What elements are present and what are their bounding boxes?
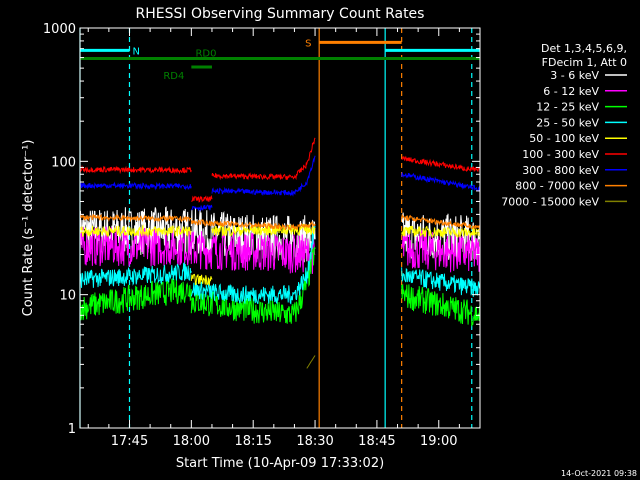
y-tick-label: 1000 — [43, 22, 76, 37]
y-tick-label: 10 — [59, 289, 76, 304]
legend-entry-label: 6 - 12 keV — [543, 85, 599, 98]
legend: Det 1,3,4,5,6,9,FDecim 1, Att 03 - 6 keV… — [501, 42, 627, 208]
series-4 — [79, 223, 481, 286]
series-8-segment-0 — [306, 355, 316, 369]
legend-entry-label: 100 - 300 keV — [522, 148, 599, 161]
chart-title: RHESSI Observing Summary Count Rates — [136, 6, 425, 22]
annotation-label-3: RD0 — [195, 49, 216, 60]
footer-timestamp: 14-Oct-2021 09:38 — [561, 469, 637, 478]
series-5-segment-0 — [79, 164, 192, 175]
x-tick-label: 18:45 — [358, 434, 395, 449]
y-axis: 1 10 100 1000 — [43, 22, 480, 437]
x-tick-label: 18:15 — [234, 434, 271, 449]
legend-header-line: Det 1,3,4,5,6,9, — [541, 42, 627, 55]
annotation-label-2: S — [305, 38, 311, 49]
series-4-segment-0 — [79, 224, 192, 238]
series-8 — [306, 355, 316, 369]
series-6-segment-1 — [191, 204, 213, 212]
series-7-segment-2 — [401, 213, 481, 230]
series-6 — [79, 155, 481, 212]
series-4-segment-3 — [401, 225, 481, 239]
series-1-segment-2 — [401, 229, 481, 273]
annotation-label-4: RD4 — [163, 71, 184, 82]
legend-entry-label: 12 - 25 keV — [536, 101, 599, 114]
annotation-label-0: N — [132, 46, 139, 57]
series-3 — [79, 225, 481, 305]
y-axis-label: Count Rate (s⁻¹ detector⁻¹) — [21, 140, 36, 317]
legend-entry-label: 800 - 7000 keV — [515, 180, 599, 193]
x-tick-label: 19:00 — [420, 434, 457, 449]
x-axis: 17:45 18:00 18:15 18:30 18:45 19:00 — [87, 28, 481, 449]
series-5-segment-2 — [211, 137, 316, 181]
legend-header-line: FDecim 1, Att 0 — [542, 56, 627, 69]
series-7 — [79, 213, 481, 231]
series-5 — [79, 137, 481, 203]
series-3-segment-2 — [401, 267, 481, 297]
x-axis-label: Start Time (10-Apr-09 17:33:02) — [176, 456, 384, 471]
series-3-segment-0 — [79, 261, 192, 288]
series-6-segment-3 — [401, 172, 481, 192]
series-5-segment-3 — [401, 155, 481, 173]
legend-entry-label: 25 - 50 keV — [536, 116, 599, 129]
series-6-segment-0 — [79, 181, 192, 191]
series-2-segment-0 — [79, 277, 192, 321]
legend-entry-label: 50 - 100 keV — [529, 132, 599, 145]
series-3-segment-1 — [190, 225, 316, 305]
legend-entry-label: 300 - 800 keV — [522, 164, 599, 177]
series-6-segment-2 — [211, 155, 316, 197]
plot-frame — [79, 27, 481, 429]
y-tick-label: 100 — [51, 155, 76, 170]
x-tick-label: 18:30 — [296, 434, 333, 449]
plot-area: N S RD0 RD4 — [79, 28, 481, 428]
series-2-segment-2 — [401, 284, 481, 327]
y-tick-label: 1 — [68, 422, 76, 437]
series-7-segment-0 — [79, 213, 192, 223]
x-tick-label: 17:45 — [111, 434, 148, 449]
legend-entry-label: 3 - 6 keV — [550, 69, 599, 82]
series-5-segment-1 — [191, 194, 213, 203]
x-tick-label: 18:00 — [173, 434, 210, 449]
series-7-segment-1 — [190, 219, 316, 231]
series-1-segment-1 — [190, 231, 316, 275]
series-4-segment-2 — [211, 223, 316, 237]
legend-entry-label: 7000 - 15000 keV — [501, 195, 599, 208]
series-4-segment-1 — [190, 273, 213, 286]
